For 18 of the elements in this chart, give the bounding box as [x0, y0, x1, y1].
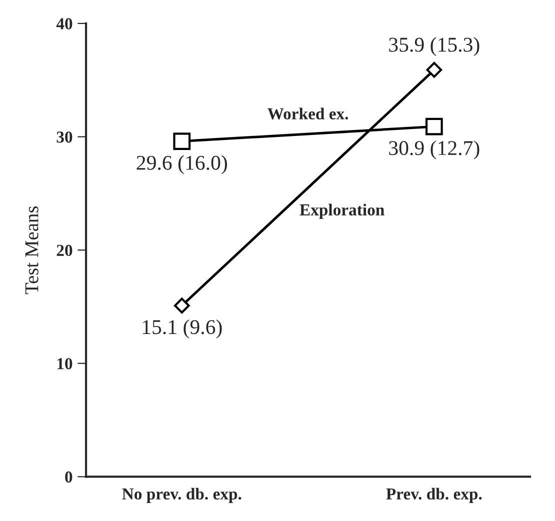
x-tick-label: Prev. db. exp. — [386, 488, 482, 503]
y-tick-label: 10 — [58, 358, 72, 370]
data-label: 29.6 (16.0) — [136, 155, 227, 174]
point — [425, 118, 443, 136]
series-label: Worked ex. — [268, 108, 348, 120]
data-label: 15.1 (9.6) — [142, 319, 222, 338]
data-label: 30.9 (12.7) — [389, 140, 480, 160]
y-tick-label: 0 — [65, 471, 72, 483]
data-label: 35.9 (15.3) — [389, 37, 480, 56]
y-axis-title: Test Means — [25, 206, 38, 294]
point — [426, 62, 442, 78]
point — [173, 132, 191, 150]
point — [174, 298, 190, 314]
y-tick-label: 40 — [56, 18, 72, 30]
y-tick-label: 30 — [56, 131, 72, 143]
x-tick-label: No prev. db. exp. — [122, 488, 242, 503]
series-label: Exploration — [300, 204, 384, 219]
y-tick-label: 20 — [56, 244, 72, 256]
